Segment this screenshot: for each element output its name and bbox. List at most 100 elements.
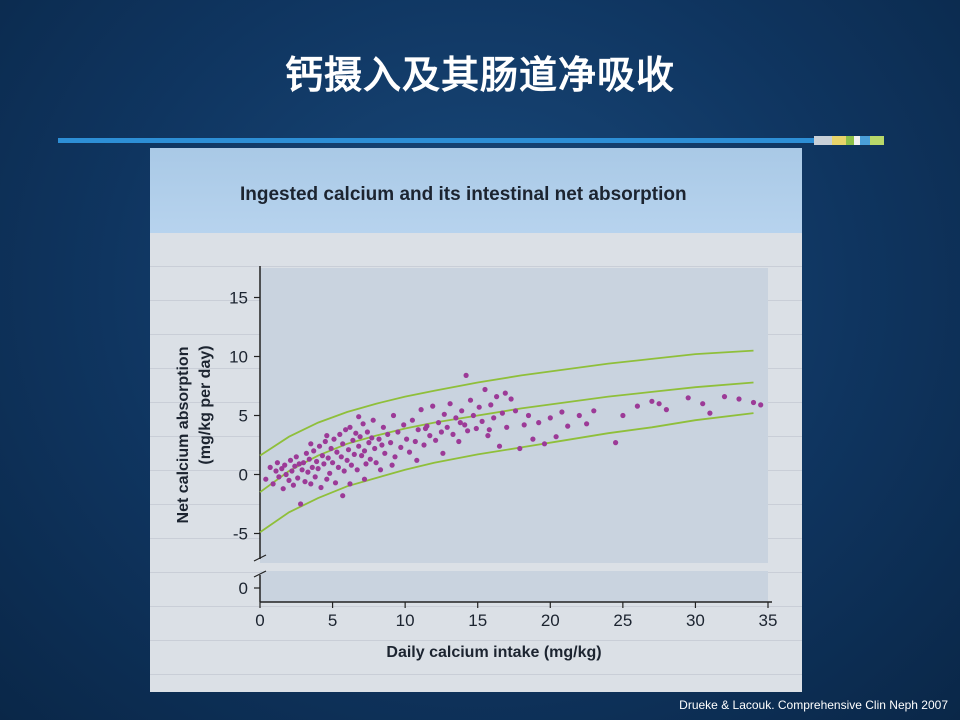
decorative-square: [854, 136, 860, 145]
x-tick-label: 10: [396, 611, 415, 630]
data-point: [290, 482, 296, 488]
data-point: [591, 408, 597, 414]
decorative-square: [870, 136, 884, 145]
y-tick-label: 15: [229, 289, 248, 308]
data-point: [499, 410, 505, 416]
data-point: [559, 409, 565, 415]
data-point: [435, 420, 442, 426]
data-point: [305, 469, 311, 475]
data-point: [340, 441, 346, 447]
citation: Drueke & Lacouk. Comprehensive Clin Neph…: [679, 698, 948, 712]
data-point: [302, 479, 308, 485]
data-point: [341, 468, 347, 474]
data-point: [476, 404, 482, 410]
data-point: [414, 457, 420, 463]
data-point: [315, 466, 321, 472]
data-point: [380, 424, 386, 430]
data-point: [418, 407, 424, 413]
data-point: [306, 456, 312, 462]
data-point: [338, 454, 344, 460]
data-point: [395, 429, 401, 435]
data-point: [298, 501, 304, 507]
data-points: [263, 372, 764, 507]
data-point: [456, 438, 462, 445]
data-point: [318, 484, 324, 491]
data-point: [576, 412, 582, 419]
data-point: [530, 436, 536, 442]
data-point: [553, 434, 559, 440]
data-point: [364, 429, 370, 435]
background-line: [150, 640, 802, 641]
data-point: [482, 386, 488, 393]
data-point: [351, 451, 357, 457]
data-point: [427, 433, 433, 439]
data-point: [700, 401, 706, 407]
data-point: [479, 418, 485, 424]
data-point: [312, 474, 318, 480]
data-point: [359, 453, 365, 459]
data-point: [525, 412, 532, 419]
data-point: [438, 429, 444, 435]
data-point: [328, 445, 334, 452]
data-point: [409, 417, 415, 423]
data-point: [324, 433, 330, 439]
x-axis-label: Daily calcium intake (mg/kg): [386, 644, 601, 661]
data-point: [335, 464, 341, 470]
background-line: [150, 606, 802, 607]
data-point: [547, 415, 553, 421]
data-point: [267, 464, 273, 470]
data-point: [311, 448, 317, 454]
data-point: [293, 454, 299, 460]
data-point: [485, 433, 491, 439]
data-point: [347, 481, 353, 487]
data-point: [521, 422, 527, 428]
data-point: [441, 411, 447, 417]
data-point: [372, 445, 378, 452]
data-point: [565, 423, 571, 429]
title-rule: [58, 138, 814, 143]
data-point: [494, 394, 500, 400]
axis-break: [253, 554, 267, 562]
trend-curve-lower: [259, 412, 754, 534]
data-point: [274, 460, 280, 466]
data-point: [415, 427, 421, 433]
data-point: [292, 463, 298, 469]
data-point: [486, 427, 492, 433]
data-point: [422, 425, 429, 432]
data-point: [750, 399, 757, 406]
data-point: [433, 437, 439, 443]
data-point: [299, 467, 305, 473]
data-point: [620, 412, 626, 419]
data-point: [303, 450, 309, 456]
data-point: [360, 421, 366, 427]
data-point: [470, 412, 476, 419]
data-point: [707, 410, 713, 416]
data-point: [279, 466, 285, 472]
plot-area-upper: [260, 268, 768, 563]
data-point: [369, 435, 375, 441]
data-point: [327, 470, 333, 476]
data-point: [295, 475, 301, 481]
chart-title: Ingested calcium and its intestinal net …: [240, 184, 687, 205]
data-point: [282, 462, 288, 468]
x-tick-label: 20: [541, 611, 560, 630]
data-point: [270, 481, 276, 487]
y-tick-label: 5: [239, 407, 248, 426]
data-point: [447, 401, 453, 407]
decorative-square: [846, 136, 854, 145]
y-axis-label: Net calcium absorption: [175, 347, 192, 524]
data-point: [440, 450, 446, 456]
data-point: [330, 460, 336, 466]
data-point: [289, 468, 295, 474]
data-point: [412, 438, 418, 445]
data-point: [334, 449, 340, 455]
data-point: [502, 390, 508, 396]
data-point: [404, 436, 410, 442]
data-point: [280, 486, 286, 492]
figure-panel: Ingested calcium and its intestinal net …: [150, 148, 802, 692]
y-tick-label: 0: [239, 466, 248, 485]
data-point: [321, 461, 327, 467]
data-point: [634, 403, 640, 409]
data-point: [382, 450, 388, 456]
